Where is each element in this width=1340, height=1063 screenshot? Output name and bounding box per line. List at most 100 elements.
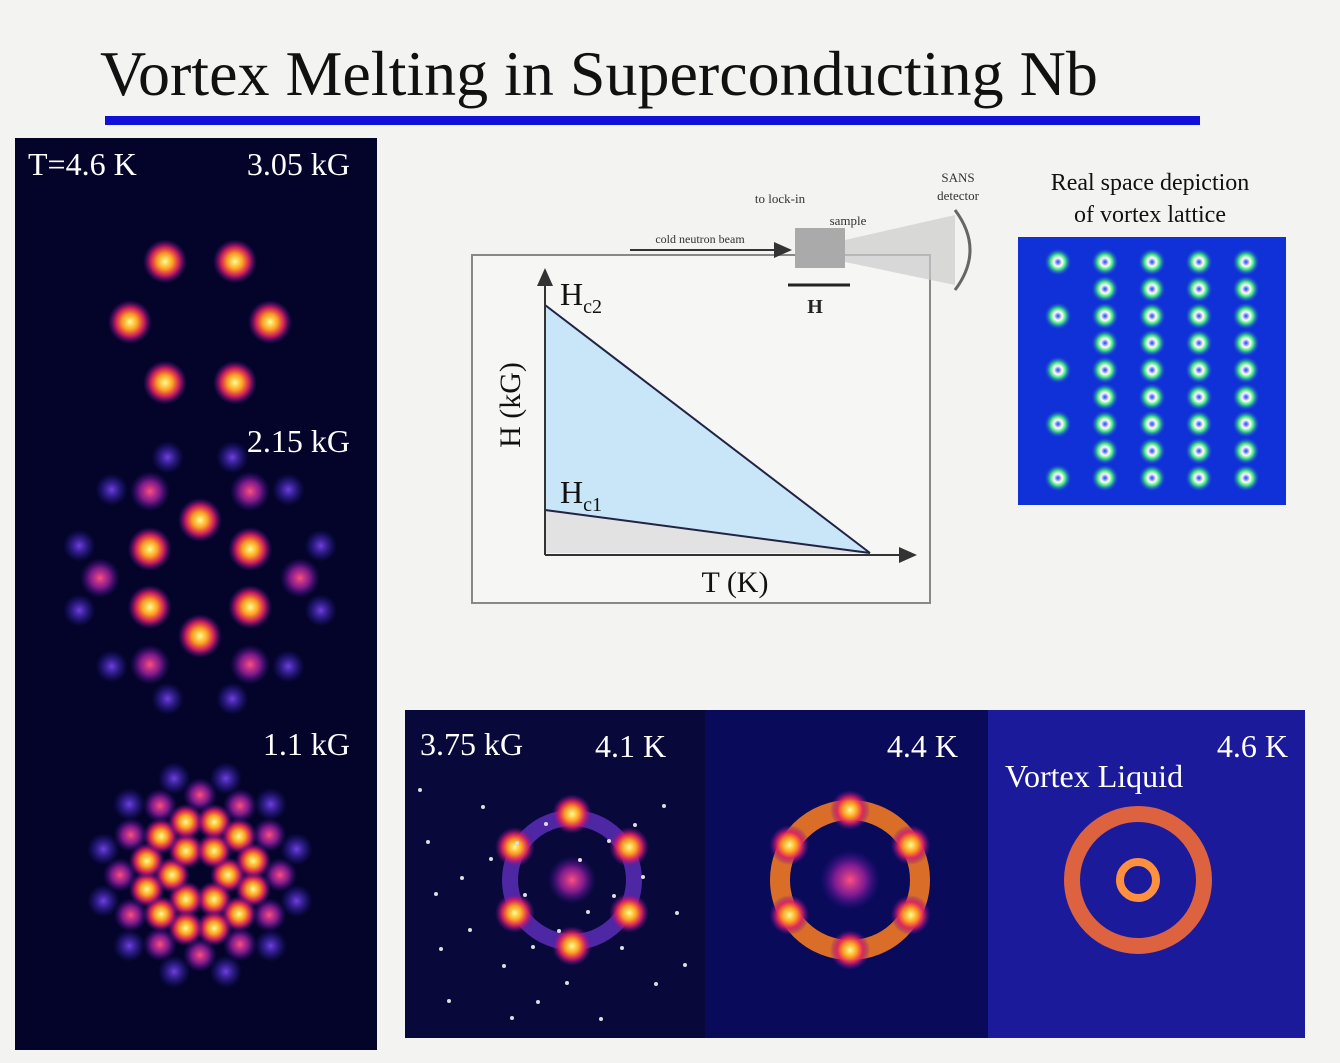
noise: [557, 929, 561, 933]
phase-label: Vortex Liquid: [1005, 758, 1183, 794]
spot: [255, 788, 287, 820]
spot: [143, 361, 187, 405]
lock-in-label: to lock-in: [755, 191, 806, 206]
spot: [1138, 410, 1166, 438]
temperature-label: T=4.6 K: [28, 146, 137, 182]
spot: [548, 856, 596, 904]
noise: [523, 893, 527, 897]
spot: [178, 498, 222, 542]
spot: [891, 825, 931, 865]
noise: [633, 823, 637, 827]
spot: [769, 825, 809, 865]
noise: [439, 947, 443, 951]
spot: [820, 850, 880, 910]
spot: [830, 930, 870, 970]
spot: [178, 614, 222, 658]
spot: [1232, 329, 1260, 357]
spot: [1185, 383, 1213, 411]
spot: [248, 300, 292, 344]
spot: [87, 833, 119, 865]
noise: [418, 788, 422, 792]
temperature-label: 4.4 K: [887, 728, 958, 764]
noise: [612, 894, 616, 898]
y-axis-label: H (kG): [494, 362, 527, 448]
magnet: [795, 228, 845, 268]
title-rule: [105, 116, 1200, 125]
spot: [1185, 275, 1213, 303]
spot: [1044, 302, 1072, 330]
noise: [565, 981, 569, 985]
spot: [305, 594, 337, 626]
spot: [1232, 248, 1260, 276]
noise: [607, 839, 611, 843]
spot: [1091, 383, 1119, 411]
spot: [210, 762, 242, 794]
slide: Vortex Melting in Superconducting Nb T=4…: [0, 0, 1340, 1063]
noise: [683, 963, 687, 967]
spot: [1138, 275, 1166, 303]
noise: [460, 876, 464, 880]
noise: [515, 841, 519, 845]
spot: [272, 650, 304, 682]
spot: [230, 471, 270, 511]
noise: [447, 999, 451, 1003]
noise: [468, 928, 472, 932]
spot: [891, 895, 931, 935]
spot: [128, 585, 172, 629]
spot: [1232, 410, 1260, 438]
spot: [495, 893, 535, 933]
spot: [228, 527, 272, 571]
field-label: 2.15 kG: [247, 423, 350, 459]
spot: [1185, 356, 1213, 384]
noise: [510, 1016, 514, 1020]
spot: [96, 650, 128, 682]
spot: [1091, 275, 1119, 303]
spot: [152, 441, 184, 473]
spot: [230, 645, 270, 685]
noise: [578, 858, 582, 862]
spot: [1044, 410, 1072, 438]
field-symbol: H: [807, 296, 823, 318]
noise: [434, 892, 438, 896]
spot: [1091, 356, 1119, 384]
noise: [481, 805, 485, 809]
noise: [531, 945, 535, 949]
spot: [108, 300, 152, 344]
spot: [1185, 410, 1213, 438]
spot: [143, 239, 187, 283]
temperature-label: 4.6 K: [1217, 728, 1288, 764]
spot: [63, 594, 95, 626]
x-axis-label: T (K): [702, 566, 769, 599]
spot: [213, 361, 257, 405]
spot: [113, 930, 145, 962]
spot: [1185, 437, 1213, 465]
spot: [130, 471, 170, 511]
spot: [280, 558, 320, 598]
spot: [255, 930, 287, 962]
spot: [281, 885, 313, 917]
spot: [1185, 329, 1213, 357]
spot: [1138, 329, 1166, 357]
temperature-label: 4.1 K: [595, 728, 666, 764]
spot: [1091, 248, 1119, 276]
noise: [675, 911, 679, 915]
noise: [662, 804, 666, 808]
detector-label: SANS: [941, 170, 974, 185]
spot: [1138, 437, 1166, 465]
spot: [1138, 248, 1166, 276]
spot: [158, 762, 190, 794]
spot: [1232, 383, 1260, 411]
spot: [152, 683, 184, 715]
spot: [113, 788, 145, 820]
spot: [1232, 275, 1260, 303]
spot: [1185, 464, 1213, 492]
spot: [1091, 464, 1119, 492]
field-label: 3.05 kG: [247, 146, 350, 182]
spot: [1232, 302, 1260, 330]
spot: [1044, 356, 1072, 384]
spot: [128, 527, 172, 571]
spot: [1138, 356, 1166, 384]
detector: [955, 210, 970, 290]
spot: [210, 956, 242, 988]
spot: [1232, 437, 1260, 465]
